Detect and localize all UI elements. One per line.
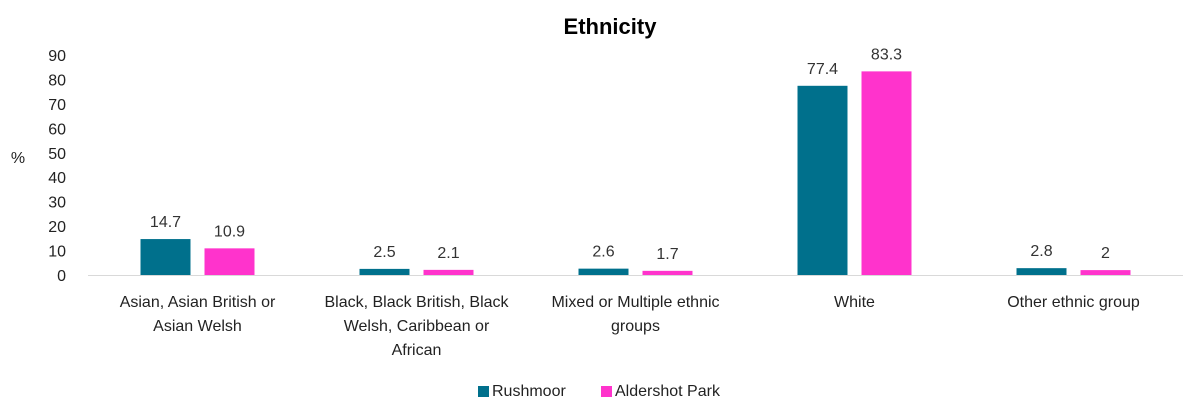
y-tick-label: 50 (48, 146, 66, 163)
data-label: 83.3 (871, 46, 902, 63)
y-axis-label: % (11, 150, 25, 167)
category-label: groups (611, 318, 660, 335)
y-tick-label: 0 (57, 268, 66, 285)
bar-rushmoor (1016, 268, 1067, 275)
category-label: Welsh, Caribbean or (344, 318, 490, 335)
y-axis-ticks: 0 10 20 30 40 50 60 70 80 90 (48, 48, 66, 285)
category-label: Black, Black British, Black (324, 294, 509, 311)
legend-swatch (601, 386, 612, 397)
y-tick-label: 10 (48, 244, 66, 261)
bar-aldershot-park (204, 248, 255, 275)
bar-aldershot-park (423, 269, 474, 275)
data-label: 77.4 (807, 61, 838, 78)
bar-rushmoor (140, 239, 191, 275)
data-label: 2 (1101, 245, 1110, 262)
data-label: 2.6 (592, 244, 614, 261)
bar-aldershot-park (861, 71, 912, 275)
category-label: Asian, Asian British or (120, 294, 276, 311)
data-label: 1.7 (656, 246, 678, 263)
category-label: Asian Welsh (153, 318, 242, 335)
category-label: White (834, 294, 875, 311)
data-label: 2.8 (1030, 243, 1052, 260)
category-labels-group: Asian, Asian British or Asian Welsh Black,… (120, 294, 1140, 359)
y-tick-label: 20 (48, 219, 66, 236)
legend-label: Rushmoor (492, 383, 566, 400)
y-tick-label: 80 (48, 72, 66, 89)
data-label: 2.5 (373, 244, 395, 261)
legend: Rushmoor Aldershot Park (478, 383, 721, 400)
data-label: 2.1 (437, 245, 459, 262)
bars-group (140, 71, 1131, 275)
data-label: 10.9 (214, 223, 245, 240)
legend-label: Aldershot Park (615, 383, 721, 400)
data-labels-group: 14.7 10.9 2.5 2.1 2.6 1.7 77.4 83.3 2.8 2 (150, 46, 1110, 262)
y-tick-label: 30 (48, 195, 66, 212)
y-tick-label: 70 (48, 97, 66, 114)
bar-aldershot-park (1080, 270, 1131, 275)
category-label: Other ethnic group (1007, 294, 1140, 311)
category-label: African (392, 342, 442, 359)
bar-aldershot-park (642, 270, 693, 275)
y-tick-label: 90 (48, 48, 66, 65)
y-tick-label: 40 (48, 170, 66, 187)
legend-swatch (478, 386, 489, 397)
y-tick-label: 60 (48, 121, 66, 138)
bar-rushmoor (578, 268, 629, 275)
data-label: 14.7 (150, 214, 181, 231)
bar-rushmoor (359, 268, 410, 275)
category-label: Mixed or Multiple ethnic (551, 294, 719, 311)
bar-rushmoor (797, 85, 848, 275)
chart-title: Ethnicity (564, 14, 658, 39)
